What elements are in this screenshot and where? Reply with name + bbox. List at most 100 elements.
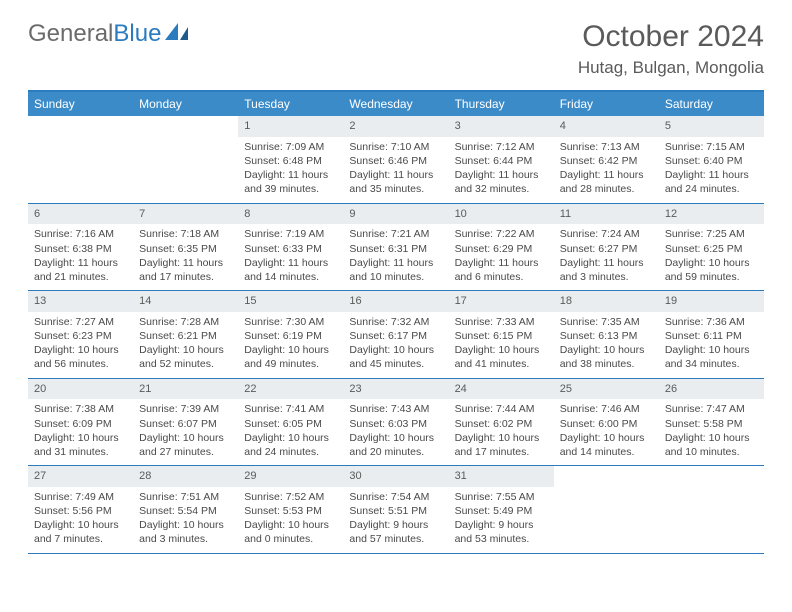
- sunset: Sunset: 6:29 PM: [455, 242, 548, 256]
- week-row: 6Sunrise: 7:16 AMSunset: 6:38 PMDaylight…: [28, 204, 764, 292]
- daylight: Daylight: 10 hours and 3 minutes.: [139, 518, 232, 546]
- daylight: Daylight: 10 hours and 45 minutes.: [349, 343, 442, 371]
- day-body: Sunrise: 7:09 AMSunset: 6:48 PMDaylight:…: [238, 137, 343, 203]
- sunrise: Sunrise: 7:33 AM: [455, 315, 548, 329]
- day-cell: 8Sunrise: 7:19 AMSunset: 6:33 PMDaylight…: [238, 204, 343, 291]
- sunset: Sunset: 6:25 PM: [665, 242, 758, 256]
- sunset: Sunset: 6:48 PM: [244, 154, 337, 168]
- day-header-row: SundayMondayTuesdayWednesdayThursdayFrid…: [28, 92, 764, 116]
- day-number: 10: [449, 204, 554, 225]
- day-number: 12: [659, 204, 764, 225]
- sunset: Sunset: 6:27 PM: [560, 242, 653, 256]
- day-body: Sunrise: 7:27 AMSunset: 6:23 PMDaylight:…: [28, 312, 133, 378]
- sunrise: Sunrise: 7:51 AM: [139, 490, 232, 504]
- sunrise: Sunrise: 7:27 AM: [34, 315, 127, 329]
- day-number: 5: [659, 116, 764, 137]
- sunrise: Sunrise: 7:41 AM: [244, 402, 337, 416]
- daylight: Daylight: 11 hours and 3 minutes.: [560, 256, 653, 284]
- day-body: Sunrise: 7:39 AMSunset: 6:07 PMDaylight:…: [133, 399, 238, 465]
- day-cell: 10Sunrise: 7:22 AMSunset: 6:29 PMDayligh…: [449, 204, 554, 291]
- day-cell: 4Sunrise: 7:13 AMSunset: 6:42 PMDaylight…: [554, 116, 659, 203]
- day-number: 7: [133, 204, 238, 225]
- daylight: Daylight: 10 hours and 49 minutes.: [244, 343, 337, 371]
- day-body: Sunrise: 7:21 AMSunset: 6:31 PMDaylight:…: [343, 224, 448, 290]
- day-cell: 13Sunrise: 7:27 AMSunset: 6:23 PMDayligh…: [28, 291, 133, 378]
- sunrise: Sunrise: 7:52 AM: [244, 490, 337, 504]
- day-number: 19: [659, 291, 764, 312]
- daylight: Daylight: 11 hours and 32 minutes.: [455, 168, 548, 196]
- day-cell: 24Sunrise: 7:44 AMSunset: 6:02 PMDayligh…: [449, 379, 554, 466]
- day-header: Tuesday: [238, 92, 343, 116]
- day-cell: 20Sunrise: 7:38 AMSunset: 6:09 PMDayligh…: [28, 379, 133, 466]
- day-number: 29: [238, 466, 343, 487]
- daylight: Daylight: 11 hours and 35 minutes.: [349, 168, 442, 196]
- daylight: Daylight: 10 hours and 10 minutes.: [665, 431, 758, 459]
- sunset: Sunset: 5:56 PM: [34, 504, 127, 518]
- location: Hutag, Bulgan, Mongolia: [578, 58, 764, 78]
- daylight: Daylight: 11 hours and 39 minutes.: [244, 168, 337, 196]
- day-body: Sunrise: 7:47 AMSunset: 5:58 PMDaylight:…: [659, 399, 764, 465]
- day-header: Thursday: [449, 92, 554, 116]
- day-number: 21: [133, 379, 238, 400]
- day-body: Sunrise: 7:51 AMSunset: 5:54 PMDaylight:…: [133, 487, 238, 553]
- day-body: Sunrise: 7:30 AMSunset: 6:19 PMDaylight:…: [238, 312, 343, 378]
- sunrise: Sunrise: 7:47 AM: [665, 402, 758, 416]
- day-body: Sunrise: 7:52 AMSunset: 5:53 PMDaylight:…: [238, 487, 343, 553]
- day-cell: 14Sunrise: 7:28 AMSunset: 6:21 PMDayligh…: [133, 291, 238, 378]
- day-body: Sunrise: 7:41 AMSunset: 6:05 PMDaylight:…: [238, 399, 343, 465]
- sunset: Sunset: 6:42 PM: [560, 154, 653, 168]
- sunset: Sunset: 6:44 PM: [455, 154, 548, 168]
- day-number: 16: [343, 291, 448, 312]
- day-cell: [28, 116, 133, 203]
- day-body: Sunrise: 7:33 AMSunset: 6:15 PMDaylight:…: [449, 312, 554, 378]
- sunset: Sunset: 6:13 PM: [560, 329, 653, 343]
- sunrise: Sunrise: 7:09 AM: [244, 140, 337, 154]
- sunrise: Sunrise: 7:10 AM: [349, 140, 442, 154]
- day-number: 9: [343, 204, 448, 225]
- daylight: Daylight: 10 hours and 59 minutes.: [665, 256, 758, 284]
- sunrise: Sunrise: 7:28 AM: [139, 315, 232, 329]
- day-cell: 11 Sunrise: 7:24 AMSunset: 6:27 PMDayligh…: [554, 204, 659, 291]
- day-cell: 18Sunrise: 7:35 AMSunset: 6:13 PMDayligh…: [554, 291, 659, 378]
- day-cell: 28Sunrise: 7:51 AMSunset: 5:54 PMDayligh…: [133, 466, 238, 553]
- day-number: 28: [133, 466, 238, 487]
- title-block: October 2024 Hutag, Bulgan, Mongolia: [578, 20, 764, 78]
- sunset: Sunset: 6:02 PM: [455, 417, 548, 431]
- daylight: Daylight: 10 hours and 52 minutes.: [139, 343, 232, 371]
- day-number: 25: [554, 379, 659, 400]
- logo: GeneralBlue: [28, 20, 191, 48]
- sunset: Sunset: 6:19 PM: [244, 329, 337, 343]
- week-row: 20Sunrise: 7:38 AMSunset: 6:09 PMDayligh…: [28, 379, 764, 467]
- daylight: Daylight: 11 hours and 21 minutes.: [34, 256, 127, 284]
- sunset: Sunset: 5:53 PM: [244, 504, 337, 518]
- sunrise: Sunrise: 7:21 AM: [349, 227, 442, 241]
- sunset: Sunset: 6:23 PM: [34, 329, 127, 343]
- week-row: 13Sunrise: 7:27 AMSunset: 6:23 PMDayligh…: [28, 291, 764, 379]
- logo-sail-icon: [165, 20, 191, 48]
- day-number: 2: [343, 116, 448, 137]
- day-number: 23: [343, 379, 448, 400]
- day-body: Sunrise: 7:13 AMSunset: 6:42 PMDaylight:…: [554, 137, 659, 203]
- sunrise: Sunrise: 7:13 AM: [560, 140, 653, 154]
- daylight: Daylight: 10 hours and 56 minutes.: [34, 343, 127, 371]
- sunrise: Sunrise: 7:30 AM: [244, 315, 337, 329]
- sunset: Sunset: 5:58 PM: [665, 417, 758, 431]
- day-cell: 3Sunrise: 7:12 AMSunset: 6:44 PMDaylight…: [449, 116, 554, 203]
- daylight: Daylight: 10 hours and 20 minutes.: [349, 431, 442, 459]
- day-number: 26: [659, 379, 764, 400]
- day-number: 17: [449, 291, 554, 312]
- sunrise: Sunrise: 7:24 AM: [560, 227, 653, 241]
- day-number: 20: [28, 379, 133, 400]
- sunrise: Sunrise: 7:38 AM: [34, 402, 127, 416]
- sunrise: Sunrise: 7:55 AM: [455, 490, 548, 504]
- day-body: Sunrise: 7:18 AMSunset: 6:35 PMDaylight:…: [133, 224, 238, 290]
- daylight: Daylight: 11 hours and 28 minutes.: [560, 168, 653, 196]
- sunset: Sunset: 6:40 PM: [665, 154, 758, 168]
- sunset: Sunset: 5:54 PM: [139, 504, 232, 518]
- sunset: Sunset: 6:21 PM: [139, 329, 232, 343]
- sunset: Sunset: 6:31 PM: [349, 242, 442, 256]
- sunrise: Sunrise: 7:46 AM: [560, 402, 653, 416]
- day-number: 11: [554, 204, 659, 225]
- day-body: Sunrise: 7:22 AMSunset: 6:29 PMDaylight:…: [449, 224, 554, 290]
- logo-text-1: General: [28, 20, 113, 48]
